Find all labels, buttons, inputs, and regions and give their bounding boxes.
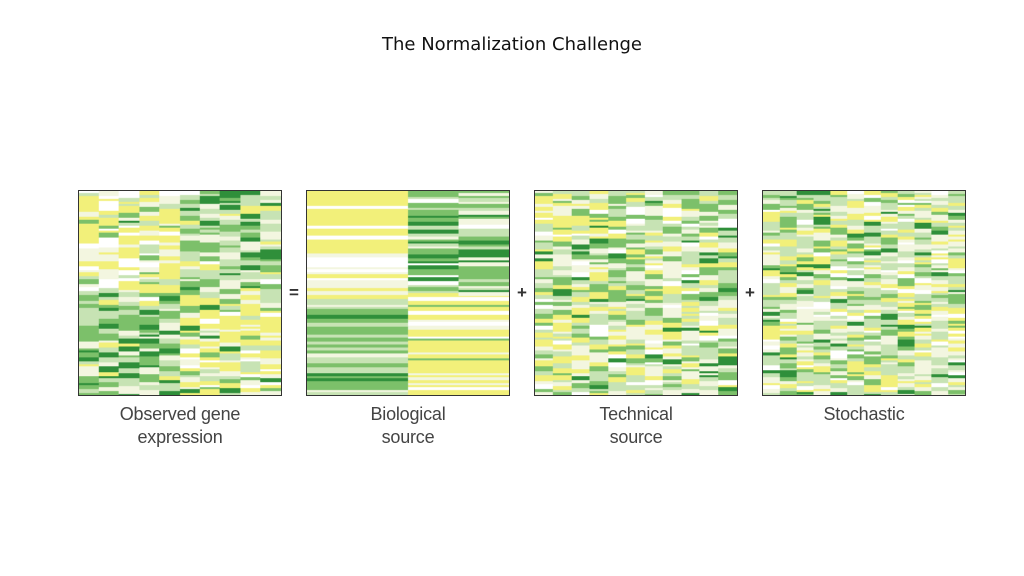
plus-sign: +	[745, 283, 755, 302]
heatmap-technical-source	[534, 190, 738, 396]
heatmap-biological-source	[306, 190, 510, 396]
caption-biological-source: Biological source	[370, 404, 446, 447]
equals-sign: =	[289, 283, 299, 302]
heatmap-stochastic	[762, 190, 966, 396]
caption-observed-gene-expression: Observed gene expression	[119, 404, 241, 447]
plus-sign: +	[517, 283, 527, 302]
slide-title: The Normalization Challenge	[382, 34, 642, 55]
heatmap-observed-gene-expression	[78, 190, 282, 396]
caption-technical-source: Technical source	[599, 404, 673, 447]
caption-stochastic: Stochastic	[823, 404, 905, 424]
